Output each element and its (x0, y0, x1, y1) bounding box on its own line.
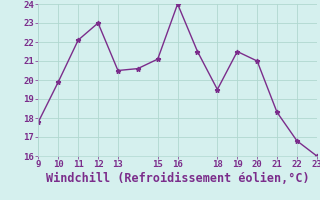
X-axis label: Windchill (Refroidissement éolien,°C): Windchill (Refroidissement éolien,°C) (46, 172, 309, 185)
